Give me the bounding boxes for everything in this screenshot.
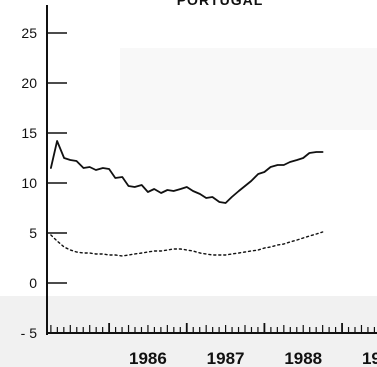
series-group — [50, 140, 324, 257]
y-tick-label: 25 — [21, 25, 37, 41]
chart-title: PORTUGAL — [177, 0, 264, 8]
axes — [46, 5, 377, 335]
x-tick-label: 1986 — [129, 349, 167, 367]
background-panel-right — [120, 48, 377, 130]
dotted-series-line — [50, 231, 324, 257]
background-panel-bottom — [0, 296, 377, 367]
y-tick-label: 5 — [29, 225, 37, 241]
y-axis-ticks: 25 20 15 10 5 0 - 5 — [21, 25, 67, 341]
x-tick-label: 1988 — [284, 349, 322, 367]
y-tick-label: - 5 — [21, 325, 38, 341]
x-tick-label: 1987 — [207, 349, 245, 367]
y-tick-label: 20 — [21, 75, 37, 91]
y-tick-label: 15 — [21, 125, 37, 141]
x-tick-label: 1989 — [362, 349, 377, 367]
x-axis-ticks: 1986 1987 1988 1989 — [50, 323, 377, 367]
y-tick-label: 0 — [29, 275, 37, 291]
y-tick-label: 10 — [21, 175, 37, 191]
solid-series-line — [50, 140, 324, 204]
